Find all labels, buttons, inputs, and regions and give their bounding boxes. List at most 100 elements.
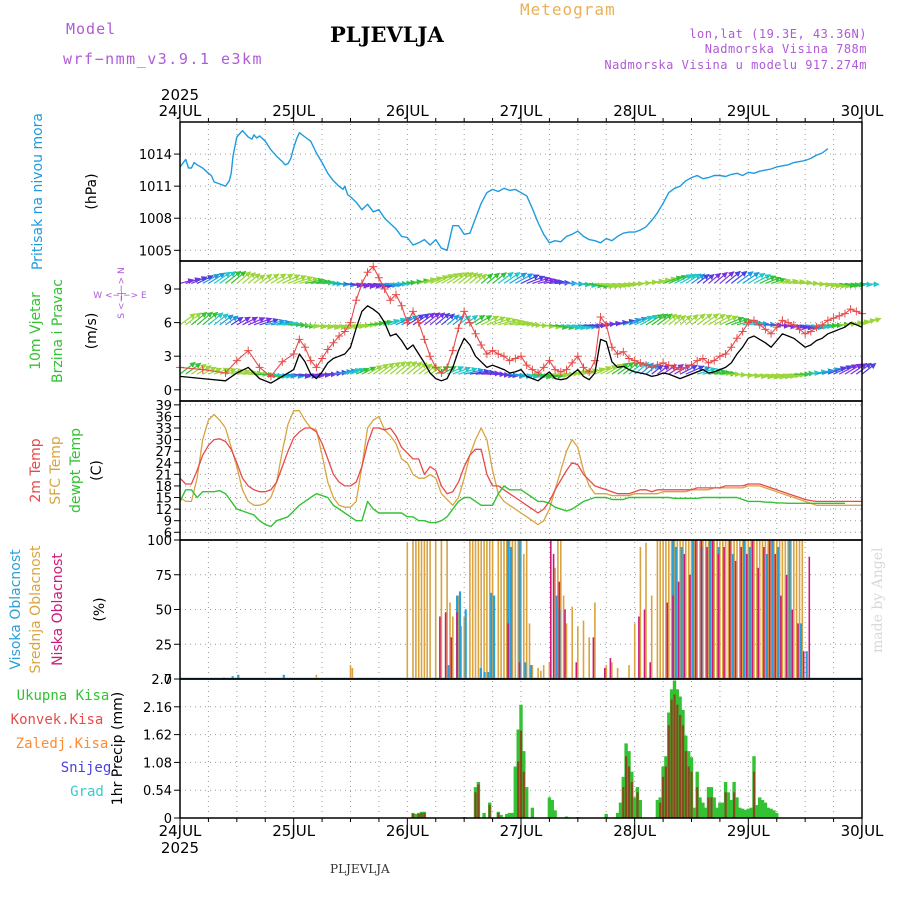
low-cloud-bar [797,623,799,679]
wind-arrow [844,281,861,288]
convective-precip-bar [673,694,676,818]
low-cloud-bar [763,547,765,679]
x-date-label: 29JUL [727,822,770,840]
wind-speed-line [179,305,863,384]
wind-arrow [588,367,606,375]
high-cloud-bar [447,665,450,679]
wind-arrow [696,313,713,326]
mid-cloud-bar [801,540,804,679]
wind-arrow [270,273,287,284]
low-cloud-bar [649,662,651,679]
wind-arrow [486,272,500,284]
precip-legend-label: Ukupna Kisa [17,688,110,704]
wind-arrow [185,277,201,284]
high-cloud-bar [524,662,527,679]
wind-arrow [634,315,654,326]
wind-arrow [202,273,220,284]
wind-arrow [344,323,366,330]
wind-arrow [526,275,546,284]
wind-arrow [469,368,491,375]
wind-arrow [594,366,612,375]
mid-cloud-bar [594,602,596,679]
wind-arrow [259,318,279,326]
wind-gust-marker [289,349,298,358]
wind-arrow [782,323,803,330]
wind-gust-marker [409,307,418,316]
wind-gust-marker [846,305,855,314]
wind-arrow [572,323,593,330]
total-precip-bar [755,805,759,818]
mid-cloud-bar [588,637,590,679]
total-precip-bar [513,766,517,818]
mid-cloud-bar [741,540,744,679]
low-cloud-bar [694,540,697,679]
wind-gust-marker [573,352,582,361]
low-cloud-bar [740,547,742,679]
x-date-label: 24JUL [159,102,202,120]
low-cloud-label: Niska Oblacnost [50,553,66,666]
mid-cloud-bar [537,667,539,679]
wind-arrow [861,281,880,288]
wind-arrow [515,273,534,284]
total-precip-bar [760,800,765,818]
wind-arrow [367,365,383,375]
wind-arrow [503,272,521,284]
convective-precip-bar [724,792,727,818]
wind-arrow [583,322,603,329]
wind-arrow [583,282,604,289]
mid-cloud-bar [713,540,715,679]
mid-cloud-bar [460,626,463,679]
wind-gust-marker [750,316,759,325]
low-cloud-bar [757,567,759,679]
total-precip-bar [414,813,418,818]
convective-precip-bar [690,771,693,818]
wind-label-1: 10m Vjetar [28,292,44,370]
mid-cloud-bar [730,540,733,679]
x-date-label: 24JUL [159,822,202,840]
wind-arrow [861,317,882,326]
pressure-line [179,129,829,251]
x-date-label: 26JUL [386,822,429,840]
wind-arrow [418,277,437,284]
mid-cloud-bar [486,540,488,679]
wind-gust-marker [391,290,400,299]
high-cloud-label: Visoka Oblacnost [8,549,24,670]
wind-arrow [406,361,423,375]
mid-cloud-bar [650,595,653,679]
wind-gust-marker [744,318,753,327]
wind-arrow [452,366,472,375]
mid-cloud-bar [756,540,758,679]
wind-arrow [185,312,202,326]
wind-arrow [730,270,748,284]
mid-cloud-bar [540,670,542,679]
wind-arrow [719,315,739,326]
wind-arrow [264,273,280,284]
wind-gust-marker [266,372,275,381]
mid-cloud-bar [687,540,690,679]
mid-cloud-bar [434,540,437,679]
wind-arrow [446,314,460,326]
total-precip-bar [766,807,770,818]
mid-cloud-bar [764,540,767,679]
wind-arrow [384,361,401,375]
wind-arrow [231,368,251,375]
high-cloud-bar [237,674,240,679]
wind-arrow [310,323,327,330]
x-date-label: 29JUL [727,102,770,120]
wind-arrow [384,318,400,326]
wind-gust-marker [579,363,588,372]
mid-cloud-label: Srednja Oblacnost [28,545,44,673]
pressure-frame [179,121,863,262]
wind-arrow [770,373,792,380]
wind-arrow [674,314,687,326]
wind-arrow [270,319,292,326]
mid-cloud-bar [520,540,522,679]
x-date-label: 27JUL [500,822,543,840]
convective-precip-bar [710,797,713,818]
mid-cloud-bar [523,553,525,679]
wind-gust-marker [840,309,849,318]
wind-arrow [702,273,715,284]
wind-arrow [236,316,251,326]
wind-arrow [651,313,669,326]
wind-arrow [350,367,366,375]
